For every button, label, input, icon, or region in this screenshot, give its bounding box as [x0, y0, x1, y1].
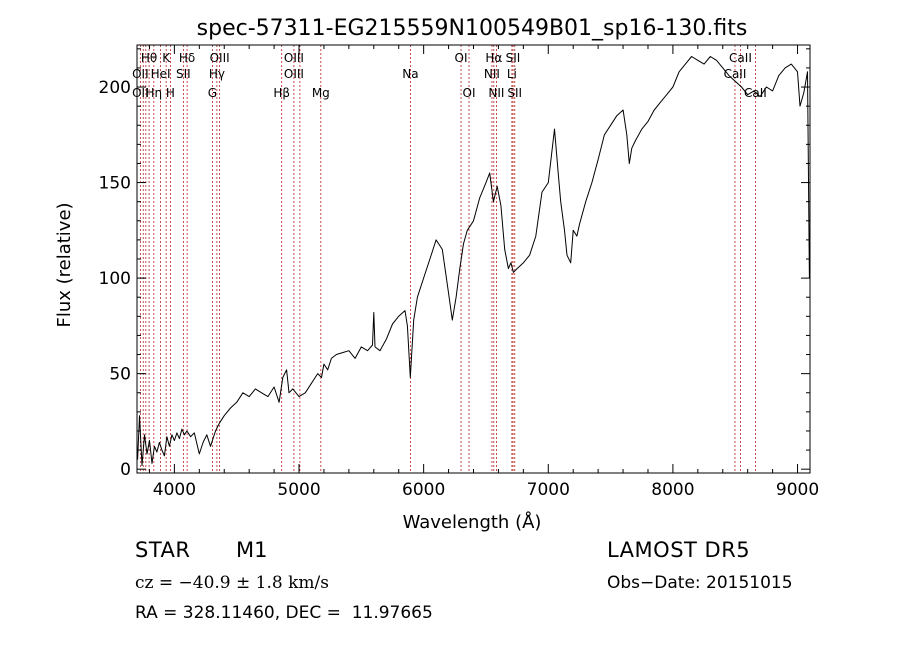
x-tick-label: 9000 [776, 480, 819, 500]
spectrum-line [137, 56, 810, 466]
ra-dec-coordinates: RA = 328.11460, DEC = 11.97665 [135, 603, 433, 623]
marker-label: H [166, 86, 175, 100]
marker-label: CaII [744, 86, 767, 100]
x-tick-label: 7000 [527, 480, 570, 500]
spectral-line-markers [139, 45, 756, 473]
x-tick-label: 6000 [402, 480, 445, 500]
observation-date: Obs−Date: 20151015 [607, 573, 793, 593]
marker-label: CaII [724, 67, 747, 81]
marker-label: Hθ [141, 51, 157, 65]
y-axis-label: Flux (relative) [54, 202, 75, 327]
x-axis-label: Wavelength (Å) [403, 511, 542, 533]
redshift-cz: cz = −40.9 ± 1.8 km/s [135, 573, 329, 593]
marker-label: OI [463, 86, 476, 100]
marker-label: OIII [284, 51, 304, 65]
marker-label: Hβ [273, 86, 290, 100]
marker-label: Li [507, 67, 517, 81]
x-tick-label: 4000 [153, 480, 196, 500]
marker-label: SII [506, 51, 521, 65]
chart-title: spec-57311-EG215559N100549B01_sp16-130.f… [197, 16, 748, 41]
marker-label: Hδ [179, 51, 195, 65]
y-tick-label: 50 [109, 365, 131, 385]
marker-label: Hη [146, 86, 163, 100]
marker-label: SII [176, 67, 191, 81]
x-axis: 4000 5000 6000 7000 8000 9000 [148, 45, 819, 500]
marker-label: K [162, 51, 171, 65]
y-axis: 0 50 100 150 200 [99, 48, 810, 480]
marker-label: NII [488, 86, 504, 100]
marker-label: G [208, 86, 217, 100]
y-tick-label: 200 [99, 78, 131, 98]
marker-label: Hα [485, 51, 502, 65]
y-tick-label: 150 [99, 174, 131, 194]
marker-label: Na [402, 67, 418, 81]
plot-frame [136, 44, 811, 474]
marker-label: CaII [729, 51, 752, 65]
marker-label: Mg [312, 86, 330, 100]
marker-label: OIII [210, 51, 230, 65]
x-tick-label: 5000 [277, 480, 320, 500]
marker-label: OI [455, 51, 468, 65]
object-class: STAR [135, 538, 191, 562]
x-tick-label: 8000 [651, 480, 694, 500]
marker-label: SII [507, 86, 522, 100]
marker-label: NII [484, 67, 500, 81]
survey-name: LAMOST DR5 [607, 538, 751, 562]
y-tick-label: 0 [120, 460, 131, 480]
marker-label: OIII [284, 67, 304, 81]
object-subclass: M1 [236, 538, 268, 562]
marker-label: Hγ [209, 67, 225, 81]
y-tick-label: 100 [99, 269, 131, 289]
marker-label: HeI [151, 67, 171, 81]
marker-label: OII [132, 86, 149, 100]
marker-label: OII [132, 67, 149, 81]
